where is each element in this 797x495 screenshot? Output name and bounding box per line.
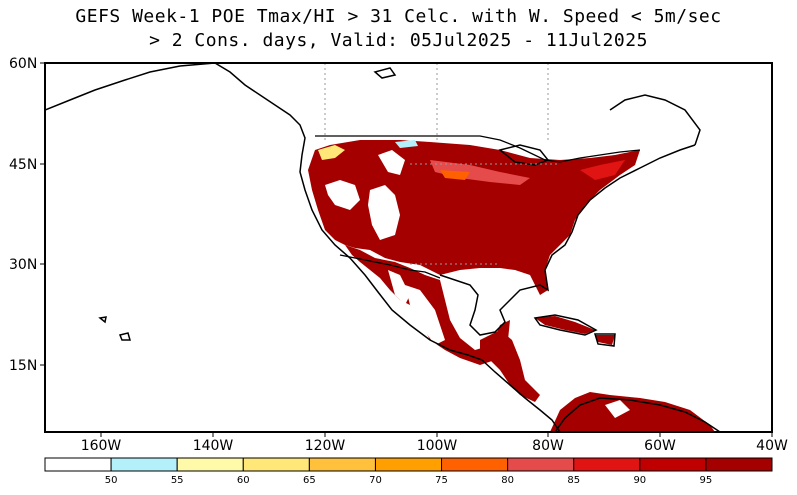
reference-grid — [324, 63, 560, 265]
transition-shading-northern-us — [430, 160, 530, 185]
hispaniola-coastline — [593, 333, 616, 347]
color-bar-box — [374, 457, 443, 472]
low-probability-area-great-basin — [368, 185, 400, 240]
lon-label-100w: 100W — [417, 438, 458, 454]
hawaii-island-small — [98, 316, 107, 324]
lon-label-80w: 80W — [532, 438, 564, 454]
low-probability-area-mexico-plateau — [405, 285, 445, 345]
map-title-line-1: GEFS Week-1 POE Tmax/HI > 31 Celc. with … — [75, 6, 722, 27]
color-bar-box — [176, 457, 244, 472]
transition-shading-northeast — [580, 160, 625, 180]
lat-label-45n: 45N — [9, 157, 37, 173]
coastlines — [45, 63, 721, 432]
arctic-island — [373, 67, 397, 79]
us-mexico-border — [339, 254, 441, 279]
color-bar-label: 85 — [567, 475, 580, 486]
color-bar-label: 80 — [501, 475, 514, 486]
latitude-axis: 60N 45N 30N 15N — [9, 56, 45, 374]
probability-shading-central-america — [480, 330, 540, 402]
transition-shading-pacific-nw — [318, 145, 345, 160]
map-frame — [44, 62, 773, 433]
lat-label-30n: 30N — [9, 257, 37, 273]
transition-shading-midwest — [440, 170, 470, 180]
cuba-coastline — [533, 314, 598, 336]
probability-shading-usa — [308, 140, 640, 295]
south-america-coastline — [554, 397, 721, 432]
color-bar-box — [441, 457, 509, 472]
lon-label-40w: 40W — [756, 438, 788, 454]
longitude-axis: 160W 140W 120W 100W 80W 60W 40W — [81, 432, 788, 454]
color-bar-box — [507, 457, 575, 472]
low-probability-area-caribbean-sa — [605, 400, 630, 418]
probability-shading-cuba — [535, 316, 595, 334]
color-bar-label: 75 — [435, 475, 448, 486]
lon-label-60w: 60W — [644, 438, 676, 454]
lat-label-15n: 15N — [9, 358, 37, 374]
lon-label-160w: 160W — [81, 438, 122, 454]
lat-label-60n: 60N — [9, 56, 37, 72]
pacific-coastline — [214, 63, 561, 432]
us-canada-border — [315, 135, 641, 163]
color-bar-label: 90 — [633, 475, 646, 486]
map-content — [45, 63, 721, 432]
color-bar-label: 50 — [105, 475, 118, 486]
lon-label-120w: 120W — [305, 438, 346, 454]
color-bar-box — [110, 457, 178, 472]
gulf-atlantic-coastline — [439, 144, 696, 336]
alaska-coastline — [45, 63, 216, 111]
probability-shading-south-america — [550, 392, 715, 432]
map-title-line-2: > 2 Cons. days, Valid: 05Jul2025 - 11Jul… — [149, 30, 648, 51]
color-bar-label: 65 — [303, 475, 316, 486]
national-borders — [315, 135, 641, 279]
canada-east-coastline — [609, 94, 701, 146]
color-bar: 50 55 60 65 70 75 80 85 90 95 — [44, 457, 773, 486]
color-bar-box — [242, 457, 310, 472]
low-probability-area-rockies — [325, 180, 360, 210]
lon-label-140w: 140W — [193, 438, 234, 454]
color-bar-label: 60 — [237, 475, 250, 486]
color-bar-box — [308, 457, 376, 472]
color-bar-box — [705, 457, 773, 472]
color-bar-box — [573, 457, 641, 472]
hawaii-island — [118, 332, 131, 341]
probability-shading-hispaniola — [595, 335, 615, 345]
color-bar-box — [44, 457, 112, 472]
color-bar-box — [639, 457, 707, 472]
color-bar-label: 95 — [700, 475, 713, 486]
transition-shading-canada-border — [395, 140, 418, 148]
color-bar-label: 55 — [171, 475, 184, 486]
low-probability-area-baja — [388, 270, 410, 305]
color-bar-label: 70 — [369, 475, 382, 486]
low-probability-area-northern-rockies — [378, 150, 405, 175]
